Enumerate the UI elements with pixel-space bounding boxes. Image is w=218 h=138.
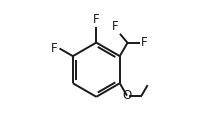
Text: F: F <box>141 36 148 49</box>
Text: O: O <box>122 89 132 102</box>
Text: F: F <box>51 42 58 55</box>
Text: F: F <box>93 13 100 26</box>
Text: F: F <box>112 20 119 33</box>
